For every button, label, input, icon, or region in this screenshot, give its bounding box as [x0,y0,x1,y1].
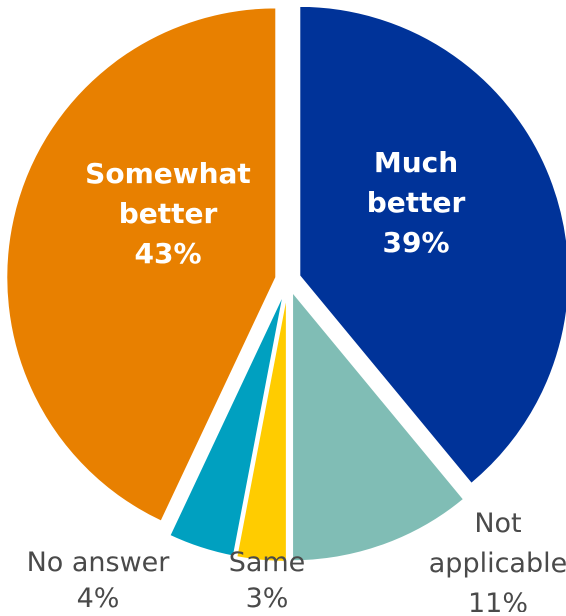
slice-label-line: 39% [382,226,449,259]
slice-label-line: Somewhat [85,157,251,190]
slice-label-line: 43% [134,237,201,270]
pie-slice-somewhat-better [5,6,278,524]
slice-label-somewhat-better: Somewhat better 43% [85,157,251,270]
pie-slice-same [235,291,288,563]
slice-label-same: Same 3% [229,547,306,612]
slice-label-much-better: Much better 39% [367,146,466,259]
pie-slice-not-applicable [291,288,466,563]
slice-label-line: 11% [468,588,528,612]
slice-label-line: better [119,197,218,230]
slice-label-line: Much [374,146,458,179]
slice-label-line: better [367,186,466,219]
slice-label-not-applicable: Not applicable 11% [429,508,566,612]
slices-layer [5,4,566,563]
slice-label-line: 3% [246,583,289,612]
slice-label-no-answer: No answer 4% [27,547,171,612]
slice-label-line: 4% [77,583,120,612]
pie-slice-no-answer [168,290,286,558]
slice-label-line: Not [474,508,521,539]
slice-label-line: applicable [429,548,566,579]
slice-label-line: Same [229,547,306,578]
labels-layer: Much better 39% Not applicable 11% Same 3% No an… [27,146,566,616]
slice-label-line: No answer [27,547,171,578]
pie-slice-much-better [298,4,566,486]
